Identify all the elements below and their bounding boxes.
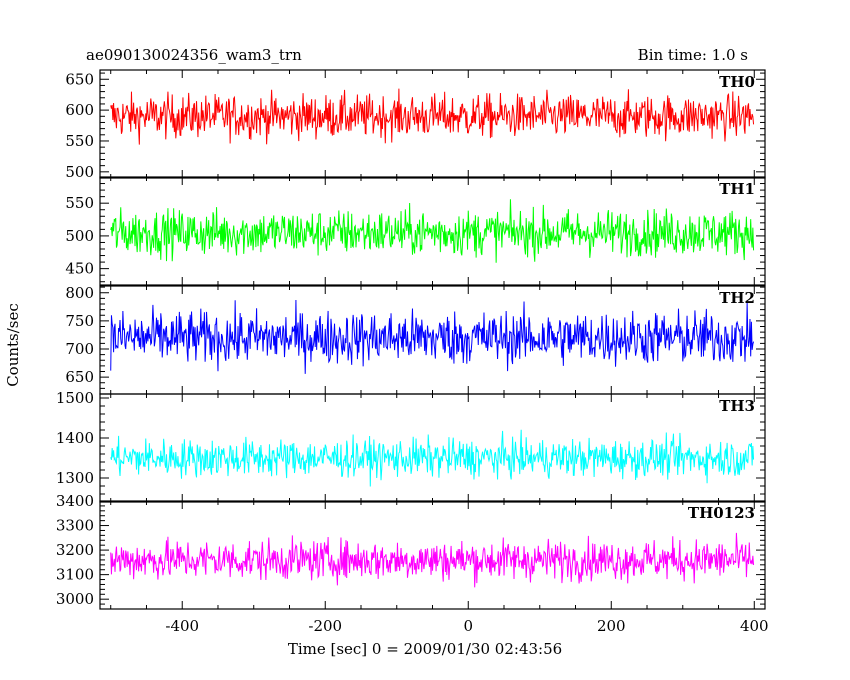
chart-title: ae090130024356_wam3_trn — [86, 46, 302, 64]
y-tick-label: 450 — [65, 260, 94, 278]
panel-label-th3: TH3 — [719, 397, 755, 415]
panel-label-th2: TH2 — [719, 289, 755, 307]
y-axis-label: Counts/sec — [4, 303, 22, 387]
y-tick-label: 650 — [65, 368, 94, 386]
x-tick-label: 400 — [740, 617, 769, 635]
y-tick-label: 3100 — [56, 566, 94, 584]
y-tick-label: 650 — [65, 70, 94, 88]
trace-th1 — [110, 199, 755, 263]
y-tick-label: 700 — [65, 340, 94, 358]
trace-th0123 — [110, 532, 755, 588]
y-tick-label: 500 — [65, 163, 94, 181]
y-tick-label: 1500 — [56, 389, 94, 407]
y-tick-label: 550 — [65, 132, 94, 150]
y-tick-label: 550 — [65, 194, 94, 212]
bin-time-label: Bin time: 1.0 s — [638, 46, 748, 64]
axis-ticks: 500 550 600 650 450 500 550 650 700 750 800 1300 140… — [56, 70, 769, 635]
y-tick-label: 3200 — [56, 541, 94, 559]
trace-th2 — [110, 300, 755, 374]
y-tick-label: 800 — [65, 284, 94, 302]
y-tick-label: 3400 — [56, 492, 94, 510]
x-tick-label: -200 — [308, 617, 342, 635]
trace-th0 — [110, 88, 755, 145]
y-tick-label: 600 — [65, 101, 94, 119]
y-tick-label: 3300 — [56, 517, 94, 535]
y-tick-label: 1400 — [56, 429, 94, 447]
panel-label-th0123: TH0123 — [688, 504, 755, 522]
y-tick-label: 500 — [65, 227, 94, 245]
x-axis-label: Time [sec] 0 = 2009/01/30 02:43:56 — [288, 640, 562, 658]
data-traces — [110, 88, 755, 588]
y-tick-label: 3000 — [56, 590, 94, 608]
trace-th3 — [110, 429, 755, 487]
x-tick-label: 200 — [597, 617, 626, 635]
panel-label-th1: TH1 — [719, 180, 755, 198]
y-tick-label: 1300 — [56, 469, 94, 487]
x-tick-label: -400 — [165, 617, 199, 635]
panel-label-th0: TH0 — [719, 73, 755, 91]
y-tick-label: 750 — [65, 312, 94, 330]
x-tick-label: 0 — [463, 617, 473, 635]
